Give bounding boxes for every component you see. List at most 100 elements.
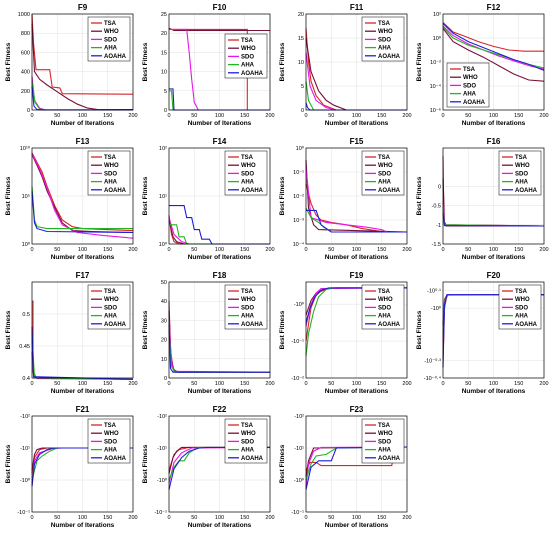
series-line-tsa bbox=[31, 152, 134, 232]
chart-svg: 0 50 100 150 200 -10⁻⁰·⁴ -10⁻⁰·³ -10⁰ -10⁰·¹ F20 N… bbox=[416, 271, 549, 395]
axes-frame bbox=[442, 13, 545, 111]
x-tick-label: 150 bbox=[240, 381, 249, 387]
chart-panel-f12: 0 50 100 150 200 10² 10⁰ 10⁻² 10⁻⁴ 10⁻⁶ F12 Number … bbox=[411, 0, 549, 134]
legend-label-aoaha: AOAHA bbox=[378, 322, 401, 328]
y-tick-label: 10⁻¹ bbox=[293, 170, 304, 176]
legend: TSA WHO SDO AHA AOAHA bbox=[224, 284, 268, 330]
axes-frame bbox=[31, 147, 134, 245]
y-tick-label: 0 bbox=[164, 108, 167, 114]
legend-label-who: WHO bbox=[241, 431, 256, 437]
legend-label-sdo: SDO bbox=[241, 439, 254, 445]
chart-svg: 0 50 100 150 200 -10⁻¹ -10⁰ -10¹ -10² F23 Number o… bbox=[279, 405, 412, 529]
y-tick-label: 0 bbox=[164, 376, 167, 382]
x-tick-label: 100 bbox=[352, 515, 361, 521]
x-tick-label: 0 bbox=[30, 515, 33, 521]
legend-label-aoaha: AOAHA bbox=[104, 54, 127, 60]
x-tick-label: 100 bbox=[489, 381, 498, 387]
x-axis-label: Number of Iterations bbox=[325, 522, 389, 529]
y-tick-label: 0 bbox=[27, 108, 30, 114]
chart-svg: 0 50 100 150 200 -10⁻² -10⁻¹ -10⁰ F19 Number of I… bbox=[279, 271, 412, 395]
chart-title: F9 bbox=[78, 3, 88, 12]
chart-title: F20 bbox=[487, 271, 501, 280]
legend-label-aoaha: AOAHA bbox=[378, 456, 401, 462]
chart-svg: 0 50 100 150 200 10¹⁰ 10⁵ 10⁰ F13 Number of Itera… bbox=[5, 137, 138, 261]
y-tick-label: 10⁻⁶ bbox=[430, 107, 441, 114]
legend-label-aha: AHA bbox=[241, 448, 255, 454]
axes-frame bbox=[305, 281, 408, 379]
legend-label-tsa: TSA bbox=[241, 289, 254, 295]
chart-svg: 0 50 100 150 200 -10⁻¹ -10⁰ -10¹ -10² F22 Number o… bbox=[142, 405, 275, 529]
y-axis-label: Best Fitness bbox=[279, 310, 286, 349]
y-axis-label: Best Fitness bbox=[5, 176, 12, 215]
legend-label-sdo: SDO bbox=[378, 171, 391, 177]
x-tick-label: 0 bbox=[30, 381, 33, 387]
chart-panel-f11: 0 50 100 150 200 0 5 10 15 20 F11 Number of Iterati… bbox=[274, 0, 412, 134]
y-tick-label: 25 bbox=[161, 12, 167, 18]
chart-title: F18 bbox=[213, 271, 227, 280]
chart-svg: 0 50 100 150 200 0 5 10 15 20 F11 Number of Iterati… bbox=[279, 3, 412, 127]
x-tick-label: 200 bbox=[402, 381, 411, 387]
legend-label-who: WHO bbox=[378, 29, 393, 35]
y-axis-label: Best Fitness bbox=[142, 176, 149, 215]
legend-label-tsa: TSA bbox=[515, 155, 528, 161]
x-tick-label: 100 bbox=[215, 381, 224, 387]
legend-label-who: WHO bbox=[378, 163, 393, 169]
y-axis-label: Best Fitness bbox=[416, 42, 423, 81]
legend-label-sdo: SDO bbox=[104, 37, 117, 43]
x-axis-label: Number of Iterations bbox=[51, 120, 115, 127]
x-tick-label: 100 bbox=[352, 381, 361, 387]
chart-panel-f14: 0 50 100 150 200 10² 10¹ 10⁰ F14 Number of Iterat… bbox=[137, 134, 275, 268]
x-tick-label: 0 bbox=[304, 113, 307, 119]
chart-svg: 0 50 100 150 200 0.4 0.45 0.5 F17 Number of Itera… bbox=[5, 271, 138, 395]
legend: TSA WHO SDO AHA AOAHA bbox=[224, 33, 268, 79]
axes-frame bbox=[168, 281, 271, 379]
legend-label-aoaha: AOAHA bbox=[104, 188, 127, 194]
series-line-aoaha bbox=[31, 447, 133, 487]
chart-panel-f16: 0 50 100 150 200 0 -0.5 -1 -1.5 F16 Number of Iter… bbox=[411, 134, 549, 268]
legend-label-tsa: TSA bbox=[104, 289, 117, 295]
y-tick-label: 0 bbox=[301, 108, 304, 114]
legend-label-aha: AHA bbox=[378, 46, 392, 52]
legend-label-aoaha: AOAHA bbox=[241, 456, 264, 462]
y-tick-label: 10⁻⁴ bbox=[430, 83, 442, 90]
legend-label-aha: AHA bbox=[378, 180, 392, 186]
x-tick-label: 200 bbox=[402, 113, 411, 119]
x-tick-label: 100 bbox=[215, 515, 224, 521]
x-axis-label: Number of Iterations bbox=[188, 522, 252, 529]
x-tick-label: 50 bbox=[465, 247, 471, 253]
y-axis-label: Best Fitness bbox=[142, 444, 149, 483]
y-tick-label: 10² bbox=[159, 146, 167, 152]
y-axis-label: Best Fitness bbox=[416, 310, 423, 349]
y-tick-label: -10⁻¹ bbox=[154, 510, 167, 516]
legend-box bbox=[87, 150, 131, 196]
legend-label-aha: AHA bbox=[104, 314, 118, 320]
y-tick-label: 15 bbox=[161, 50, 167, 56]
series-line-sdo bbox=[442, 25, 545, 70]
chart-title: F23 bbox=[350, 405, 364, 414]
y-tick-label: 10⁰ bbox=[22, 241, 31, 248]
y-tick-label: -10⁻¹ bbox=[291, 510, 304, 516]
legend: TSA WHO SDO AHA AOAHA bbox=[446, 62, 490, 108]
x-tick-label: 200 bbox=[128, 247, 137, 253]
legend-label-tsa: TSA bbox=[463, 67, 476, 73]
x-tick-label: 200 bbox=[402, 247, 411, 253]
x-axis-label: Number of Iterations bbox=[188, 388, 252, 395]
y-tick-label: -10⁰·¹ bbox=[427, 288, 441, 295]
legend-label-aoaha: AOAHA bbox=[104, 456, 127, 462]
legend-label-aha: AHA bbox=[241, 314, 255, 320]
y-tick-label: 0.5 bbox=[22, 312, 30, 318]
x-axis-label: Number of Iterations bbox=[188, 254, 252, 261]
chart-panel-f19: 0 50 100 150 200 -10⁻² -10⁻¹ -10⁰ F19 Number of I… bbox=[274, 268, 412, 402]
x-tick-label: 50 bbox=[328, 515, 334, 521]
y-axis-label: Best Fitness bbox=[5, 310, 12, 349]
legend-label-sdo: SDO bbox=[515, 305, 528, 311]
x-axis-label: Number of Iterations bbox=[462, 120, 526, 127]
legend-label-tsa: TSA bbox=[241, 423, 254, 429]
legend-label-who: WHO bbox=[104, 431, 119, 437]
y-tick-label: -1 bbox=[436, 223, 441, 229]
x-tick-label: 50 bbox=[54, 113, 60, 119]
legend-label-aoaha: AOAHA bbox=[515, 322, 538, 328]
chart-title: F19 bbox=[350, 271, 364, 280]
y-tick-label: -10¹ bbox=[157, 446, 167, 452]
legend: TSA WHO SDO AHA AOAHA bbox=[361, 418, 405, 464]
